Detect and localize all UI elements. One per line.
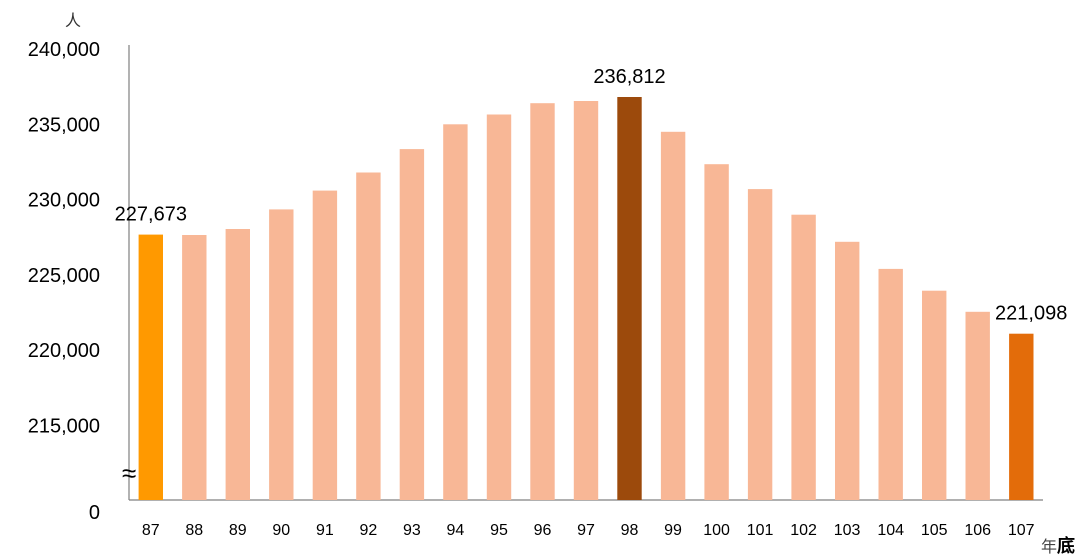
x-tick-label: 104	[877, 522, 904, 539]
x-tick-label: 107	[1008, 522, 1035, 539]
bar-104	[878, 268, 903, 500]
x-axis-unit-end: 底	[1057, 535, 1075, 557]
bar-93	[399, 149, 425, 500]
bar-87	[138, 234, 163, 500]
bar-101	[747, 189, 773, 500]
data-labels: 227,673 236,812 221,098	[115, 66, 1068, 325]
x-tick-label: 101	[747, 522, 774, 539]
x-axis-ticks: 87 88 89 90 91 92 93 94 95 96 97 98 99 100 101 102 103 10…	[142, 522, 1035, 539]
bar-98	[617, 97, 642, 500]
bar-89	[225, 229, 250, 500]
data-label-98: 236,812	[593, 66, 665, 88]
y-tick-label: 240,000	[28, 39, 100, 61]
x-tick-label: 88	[185, 522, 203, 539]
bar-107	[1009, 333, 1034, 500]
y-tick-label: 215,000	[28, 416, 100, 438]
bar-102	[791, 214, 816, 500]
x-tick-label: 99	[664, 522, 682, 539]
axis-break-symbol: ≈	[122, 458, 136, 488]
x-axis-unit-year: 年	[1041, 537, 1057, 556]
x-tick-label: 106	[964, 522, 991, 539]
x-tick-label: 89	[229, 522, 247, 539]
x-tick-label: 93	[403, 522, 421, 539]
x-tick-label: 90	[272, 522, 290, 539]
x-tick-label: 103	[834, 522, 861, 539]
y-tick-label: 230,000	[28, 190, 100, 212]
x-tick-label: 91	[316, 522, 334, 539]
y-tick-label: 225,000	[28, 265, 100, 287]
y-tick-label: 220,000	[28, 340, 100, 362]
y-tick-label: 0	[89, 502, 100, 524]
bar-103	[835, 241, 860, 501]
bar-105	[922, 290, 947, 500]
bar-97	[573, 101, 599, 500]
x-tick-label: 94	[447, 522, 465, 539]
bar-95	[486, 114, 512, 500]
x-axis-unit-label: 年底	[1041, 535, 1075, 557]
data-label-107: 221,098	[995, 303, 1067, 325]
x-tick-label: 100	[703, 522, 730, 539]
bar-90	[269, 209, 294, 500]
bar-92	[356, 172, 381, 500]
x-tick-label: 102	[790, 522, 817, 539]
bar-106	[965, 311, 990, 500]
x-tick-label: 92	[360, 522, 378, 539]
x-tick-label: 95	[490, 522, 508, 539]
y-tick-label: 235,000	[28, 114, 100, 136]
bar-94	[443, 124, 468, 501]
bar-88	[182, 235, 207, 500]
bar-100	[704, 164, 729, 500]
x-tick-label: 87	[142, 522, 160, 539]
x-tick-label: 96	[534, 522, 552, 539]
bars	[138, 97, 1034, 501]
bar-96	[530, 103, 555, 500]
data-label-87: 227,673	[115, 204, 187, 226]
bar-99	[660, 131, 686, 501]
x-tick-label: 98	[621, 522, 639, 539]
x-tick-label: 97	[577, 522, 595, 539]
bar-91	[312, 190, 338, 500]
y-axis-ticks: 240,000 235,000 230,000 225,000 220,000 215,0…	[28, 39, 100, 524]
y-axis-unit-label: 人	[65, 11, 81, 30]
x-tick-label: 105	[921, 522, 948, 539]
